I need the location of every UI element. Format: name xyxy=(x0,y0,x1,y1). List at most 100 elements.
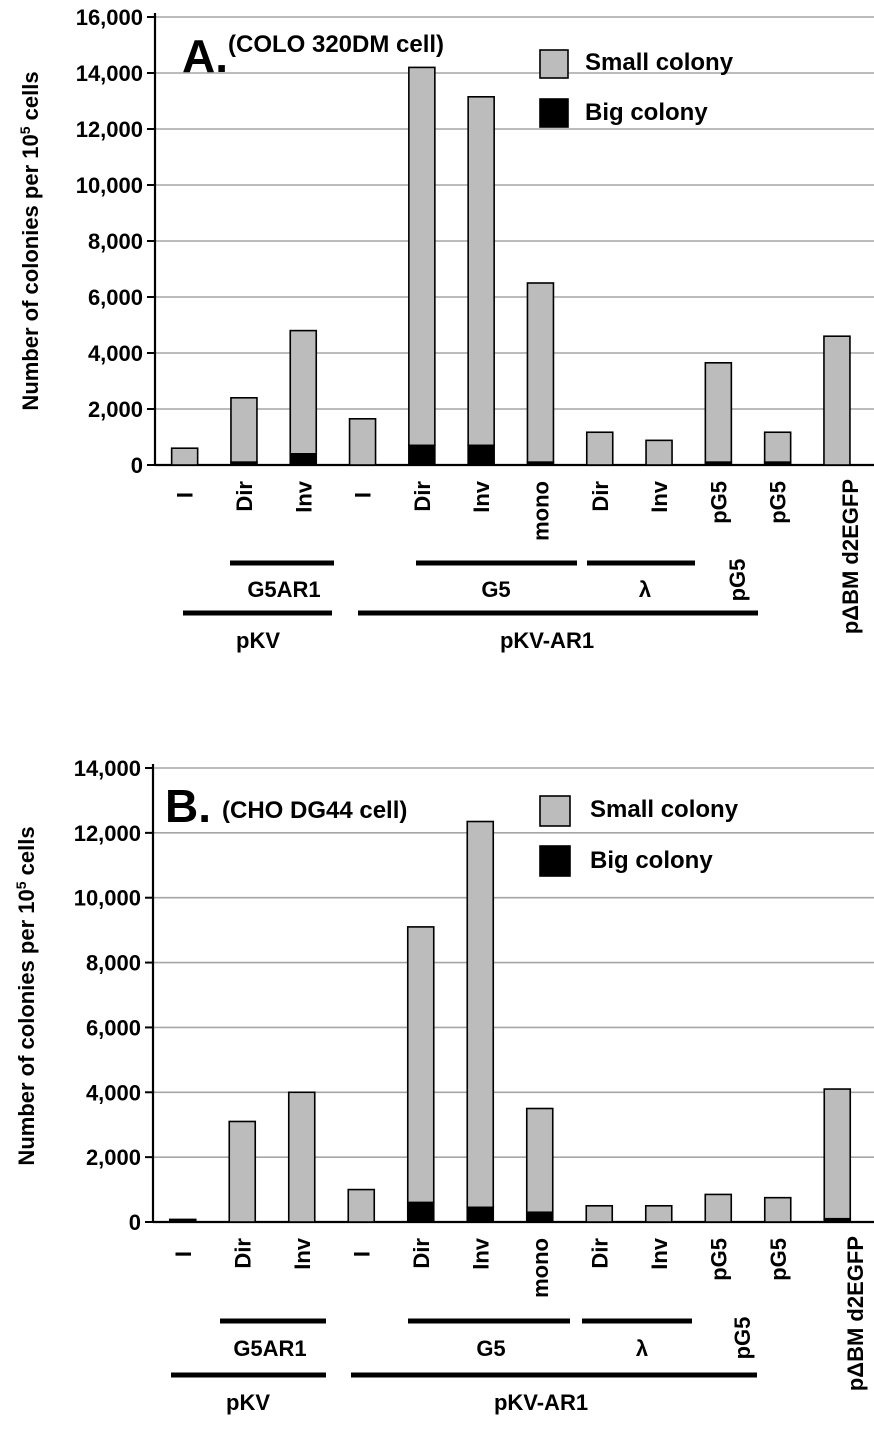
y-axis-label-suffix: cells xyxy=(14,826,39,881)
x-category-label: pΔBM d2EGFP xyxy=(843,1236,868,1391)
y-tick-label: 2,000 xyxy=(88,397,143,422)
y-axis-label-suffix: cells xyxy=(18,71,43,126)
x-category-label: Inv xyxy=(468,1237,493,1270)
x-category-label: Inv xyxy=(647,1237,672,1270)
group-label: pKV-AR1 xyxy=(494,1390,588,1415)
panel-letter: B. xyxy=(165,780,211,832)
bar-small-colony xyxy=(704,361,733,463)
x-category-label: mono xyxy=(528,481,553,541)
bar-small-colony xyxy=(408,66,436,447)
y-tick-label: 10,000 xyxy=(74,886,141,911)
bar-big-colony xyxy=(230,461,258,466)
bar-big-colony xyxy=(466,1206,495,1223)
x-category-label: pG5 xyxy=(706,481,731,524)
y-tick-label: 16,000 xyxy=(76,5,143,30)
bar-small-colony xyxy=(287,1091,316,1223)
y-tick-label: 6,000 xyxy=(88,285,143,310)
group-label: pKV xyxy=(226,1390,270,1415)
y-axis-label-exponent: 5 xyxy=(13,881,29,889)
bar-big-colony xyxy=(408,444,436,466)
bar-small-colony xyxy=(763,1196,792,1223)
x-category-label: Dir xyxy=(232,481,257,512)
x-category-label: pG5 xyxy=(766,1238,791,1281)
x-category-label: pG5 xyxy=(766,481,791,524)
y-axis-label-text: Number of colonies per 10 xyxy=(18,134,43,410)
x-category-label: Dir xyxy=(409,1238,434,1269)
group-label: pG5 xyxy=(725,559,750,602)
bar-big-colony xyxy=(704,461,733,466)
y-tick-label: 0 xyxy=(131,453,143,478)
x-category-label: Dir xyxy=(588,481,613,512)
x-category-label: Inv xyxy=(469,480,494,513)
x-category-label: pΔBM d2EGFP xyxy=(838,479,863,634)
x-category-label: pG5 xyxy=(706,1238,731,1281)
x-category-label: I xyxy=(351,492,376,498)
bar-small-colony xyxy=(526,282,555,463)
group-label: pKV xyxy=(236,628,280,653)
bar-small-colony xyxy=(466,820,495,1209)
x-category-label: I xyxy=(173,492,198,498)
bar-big-colony xyxy=(289,452,318,466)
bar-small-colony xyxy=(585,431,614,466)
bar-small-colony xyxy=(230,396,258,463)
bar-small-colony xyxy=(289,329,318,455)
y-axis-label-text: Number of colonies per 10 xyxy=(14,889,39,1165)
bar-big-colony xyxy=(763,461,792,466)
y-tick-label: 8,000 xyxy=(86,951,141,976)
bar-small-colony xyxy=(763,431,792,463)
bar-small-colony xyxy=(347,1188,376,1223)
x-category-label: I xyxy=(349,1251,374,1257)
y-axis-label: Number of colonies per 105 cells xyxy=(13,826,39,1165)
group-label: G5AR1 xyxy=(233,1336,306,1361)
x-category-label: Inv xyxy=(290,1237,315,1270)
group-label: pKV-AR1 xyxy=(500,628,594,653)
x-category-label: Dir xyxy=(410,481,435,512)
y-tick-label: 12,000 xyxy=(74,821,141,846)
group-label: pG5 xyxy=(730,1317,755,1360)
x-category-label: Inv xyxy=(647,480,672,513)
y-axis-label-exponent: 5 xyxy=(17,126,33,134)
y-tick-label: 14,000 xyxy=(76,61,143,86)
x-category-label: mono xyxy=(528,1238,553,1298)
bar-big-colony xyxy=(525,1211,554,1223)
legend-label: Big colony xyxy=(590,847,713,874)
bar-small-colony xyxy=(704,1193,733,1223)
legend-label: Small colony xyxy=(585,49,734,76)
chart-title: (COLO 320DM cell) xyxy=(228,31,444,58)
bar-big-colony xyxy=(526,461,555,466)
group-label: λ xyxy=(639,577,651,602)
bar-small-colony xyxy=(644,1204,673,1223)
legend-swatch xyxy=(539,845,571,877)
y-tick-label: 6,000 xyxy=(86,1015,141,1040)
bar-big-colony xyxy=(406,1201,435,1223)
chart-title: (CHO DG44 cell) xyxy=(222,797,407,824)
y-tick-label: 8,000 xyxy=(88,229,143,254)
legend-swatch xyxy=(539,49,569,79)
bar-small-colony xyxy=(823,335,851,466)
y-tick-label: 12,000 xyxy=(76,117,143,142)
bar-big-colony xyxy=(823,1217,852,1223)
bar-big-colony xyxy=(168,1218,197,1223)
bar-small-colony xyxy=(348,417,377,466)
bar-big-colony xyxy=(467,444,495,466)
y-tick-label: 4,000 xyxy=(86,1080,141,1105)
group-label: G5AR1 xyxy=(247,577,320,602)
bar-small-colony xyxy=(823,1088,852,1220)
bar-small-colony xyxy=(406,926,435,1204)
y-tick-label: 14,000 xyxy=(74,756,141,781)
x-category-label: I xyxy=(171,1251,196,1257)
panel-letter: A. xyxy=(182,30,228,82)
y-tick-label: 2,000 xyxy=(86,1145,141,1170)
group-label: G5 xyxy=(476,1336,505,1361)
y-tick-label: 0 xyxy=(129,1210,141,1235)
legend-label: Big colony xyxy=(585,99,708,126)
y-tick-label: 4,000 xyxy=(88,341,143,366)
chart-panel-a: 0 2,000 4,000 6,000 8,000 10,000 12,000 14,000 1… xyxy=(17,5,874,653)
bar-small-colony xyxy=(170,447,199,466)
group-label: G5 xyxy=(481,577,510,602)
chart-panel-b: 0 2,000 4,000 6,000 8,000 10,000 12,000 14,000 N… xyxy=(13,756,874,1415)
bar-small-colony xyxy=(645,439,673,466)
y-tick-label: 10,000 xyxy=(76,173,143,198)
bar-small-colony xyxy=(585,1204,614,1223)
